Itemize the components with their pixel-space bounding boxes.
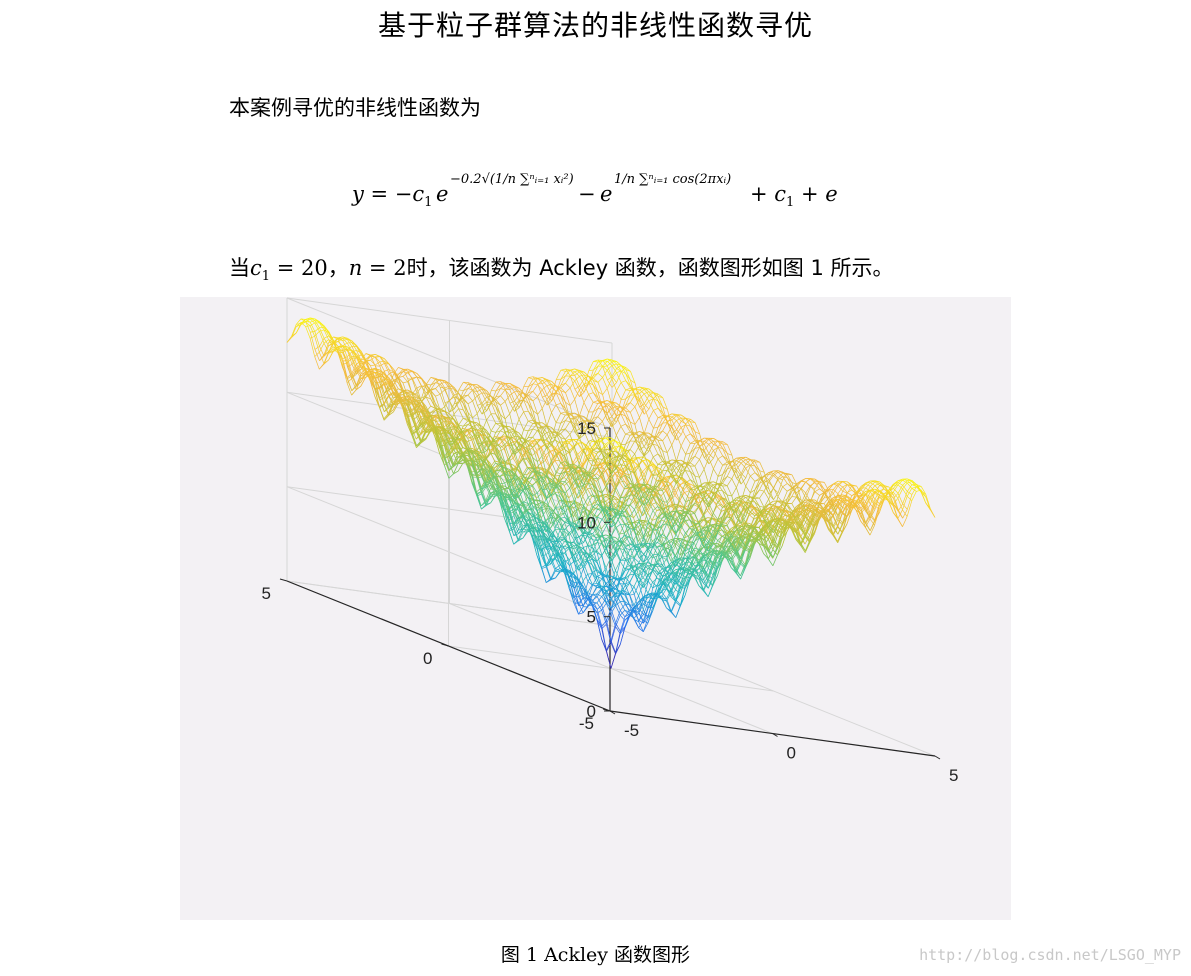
formula-lhs: y = −c1 xyxy=(352,182,433,211)
x-tick-mark xyxy=(609,710,616,715)
y-tick-label: 5 xyxy=(262,584,271,603)
x-tick-label: 5 xyxy=(949,766,958,785)
watermark: http://blog.csdn.net/LSGO_MYP xyxy=(919,946,1181,964)
intro-text: 本案例寻优的非线性函数为 xyxy=(229,96,481,120)
formula-exponent-2: 1/n ∑ⁿᵢ₌₁ cos(2πxᵢ) xyxy=(614,172,732,187)
ackley-figure: 0 5 10 15 -5 0 5 -5 0 5 xyxy=(180,297,1011,920)
x-tick-mark xyxy=(934,755,941,760)
formula-e2: e xyxy=(600,182,613,206)
y-tick-label: 0 xyxy=(423,649,432,668)
formula-tail: + c1 + e xyxy=(750,182,838,211)
y-tick-mark xyxy=(279,578,288,582)
formula-minus: − xyxy=(578,182,596,206)
x-tick-label: -5 xyxy=(624,721,639,740)
ackley-formula: y = −c1 e −0.2√(1/n ∑ⁿᵢ₌₁ xᵢ²) − e 1/n ∑… xyxy=(350,160,870,216)
z-tick-label: 0 xyxy=(587,702,596,721)
figure-caption: 图 1 Ackley 函数图形 xyxy=(500,944,691,966)
z-tick-label: 10 xyxy=(577,513,596,532)
z-tick-label: 5 xyxy=(587,608,596,627)
y-tick-mark xyxy=(441,643,449,647)
x-tick-label: 0 xyxy=(787,744,796,763)
y-tick-label: -5 xyxy=(579,714,594,733)
gridline-x xyxy=(611,625,936,757)
formula-e1: e xyxy=(436,182,449,206)
x-tick-mark xyxy=(772,733,778,737)
page-title: 基于粒子群算法的非线性函数寻优 xyxy=(377,9,813,42)
y-tick-mark xyxy=(602,708,611,712)
z-tick-label: 15 xyxy=(577,419,596,438)
condition-text: 当c1 = 20，n = 2时，该函数为 Ackley 函数，函数图形如图 1 … xyxy=(229,256,894,285)
surface-mesh xyxy=(286,317,936,669)
formula-exponent-1: −0.2√(1/n ∑ⁿᵢ₌₁ xᵢ²) xyxy=(450,172,574,187)
